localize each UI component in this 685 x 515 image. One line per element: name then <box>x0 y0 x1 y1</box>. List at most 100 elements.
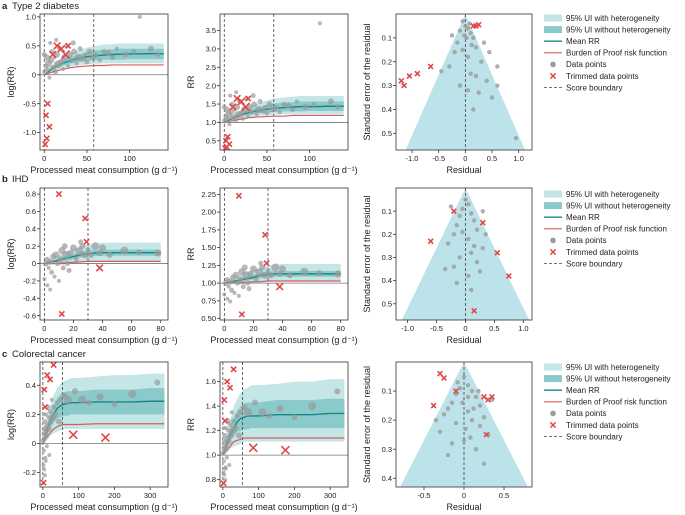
data-point <box>224 455 229 460</box>
trimmed-data-point <box>81 215 89 222</box>
data-point <box>49 64 56 71</box>
data-point <box>63 395 72 404</box>
plot-area <box>401 188 530 320</box>
legend-swatch-ui-nohet <box>544 202 562 210</box>
trimmed-data-point <box>41 403 49 411</box>
data-point <box>147 45 154 52</box>
trimmed-data-point <box>248 443 258 453</box>
data-point <box>473 394 479 400</box>
legend-label: Data points <box>566 236 606 245</box>
x-axis-label: Residual <box>446 335 481 345</box>
data-point <box>84 59 90 65</box>
trimmed-data-point <box>83 238 90 246</box>
y-tick-label: 2.5 <box>206 63 216 72</box>
data-point <box>463 426 468 432</box>
plot-b-logrr: 0 20 40 60 80 -0.6 -0.4 -0.2 0 0.2 0.4 0.6 0.8 Proces… <box>6 187 178 345</box>
panel-title-a: Type 2 diabetes <box>12 1 79 12</box>
trimmed-data-point <box>58 310 65 318</box>
data-point <box>334 270 342 278</box>
trimmed-data-point <box>414 70 421 77</box>
legend-a: 95% UI with heterogeneity 95% UI without … <box>544 14 671 92</box>
data-point <box>302 103 309 110</box>
data-point <box>252 399 259 406</box>
data-point <box>155 52 161 58</box>
y-tick-label: 2.0 <box>206 81 216 90</box>
x-tick-label: 100 <box>303 154 316 163</box>
trimmed-data-point <box>241 102 251 112</box>
trimmed-data-point <box>46 376 54 383</box>
panel-title-c: Colorectal cancer <box>12 349 86 360</box>
data-point <box>480 208 486 214</box>
data-point <box>469 417 475 423</box>
trimmed-data-point <box>226 384 234 391</box>
data-point <box>449 441 455 446</box>
legend-swatch-points <box>550 237 556 244</box>
data-point <box>241 264 248 271</box>
trimmed-data-point <box>44 100 51 107</box>
trimmed-data-point <box>57 44 66 53</box>
data-point <box>106 251 113 258</box>
y-tick-label: 1.50 <box>201 243 216 252</box>
data-point <box>484 78 489 84</box>
data-point <box>253 277 259 283</box>
data-point <box>471 243 477 249</box>
x-axis-label: Processed meat consumption (g d⁻¹) <box>210 165 357 175</box>
data-point <box>60 265 66 271</box>
data-point <box>441 412 447 417</box>
y-tick-label: 0.2 <box>382 230 392 239</box>
data-point <box>247 270 254 277</box>
legend-swatch-trimmed <box>549 421 557 429</box>
data-point <box>290 107 296 113</box>
data-point <box>137 14 142 19</box>
data-point <box>249 265 257 273</box>
data-point <box>222 472 227 477</box>
data-point <box>437 429 443 434</box>
data-point <box>71 48 78 55</box>
axes-frame <box>39 13 169 151</box>
trimmed-data-point <box>437 370 443 377</box>
data-point <box>463 197 468 202</box>
axes-frame <box>219 187 349 321</box>
data-point <box>225 438 232 445</box>
data-point <box>250 93 256 99</box>
data-point <box>229 410 234 415</box>
data-point <box>70 40 76 46</box>
trimmed-data-point <box>42 112 50 119</box>
x-tick-label: 1.0 <box>513 154 523 163</box>
y-tick-label: -0.6 <box>23 311 36 320</box>
y-tick-label: 0.4 <box>26 224 36 233</box>
ui-band-without-heterogeneity <box>222 398 345 456</box>
data-point <box>271 263 280 272</box>
data-point <box>154 249 162 257</box>
data-point <box>236 293 241 298</box>
y-tick-label: -0.2 <box>23 277 36 286</box>
legend-swatch-ui-nohet <box>544 26 562 34</box>
data-point <box>264 110 270 116</box>
legend-label: Score boundary <box>566 83 622 92</box>
data-point <box>235 432 242 439</box>
data-point <box>455 380 460 385</box>
trimmed-data-point <box>398 77 405 84</box>
data-point <box>468 435 473 440</box>
y-axis-label: RR <box>186 75 196 88</box>
data-point <box>460 229 465 235</box>
data-point <box>52 411 59 418</box>
panel-header-c: c Colorectal cancer <box>2 349 86 360</box>
legend-swatch-ui-het <box>544 14 562 22</box>
data-point <box>451 232 457 237</box>
data-point <box>238 409 244 415</box>
legend-label: Mean RR <box>566 386 600 395</box>
trimmed-data-point <box>43 135 50 142</box>
data-point <box>56 278 61 283</box>
axes-frame <box>219 13 349 151</box>
x-tick-label: 20 <box>249 324 257 333</box>
y-tick-label: -1.0 <box>23 128 36 137</box>
data-point <box>466 273 471 279</box>
data-point <box>243 408 252 417</box>
data-point <box>276 405 284 413</box>
data-point <box>469 287 474 293</box>
data-point <box>52 274 57 279</box>
plot-area <box>40 188 168 320</box>
y-tick-label: 1.4 <box>206 402 216 411</box>
data-point <box>48 57 55 64</box>
